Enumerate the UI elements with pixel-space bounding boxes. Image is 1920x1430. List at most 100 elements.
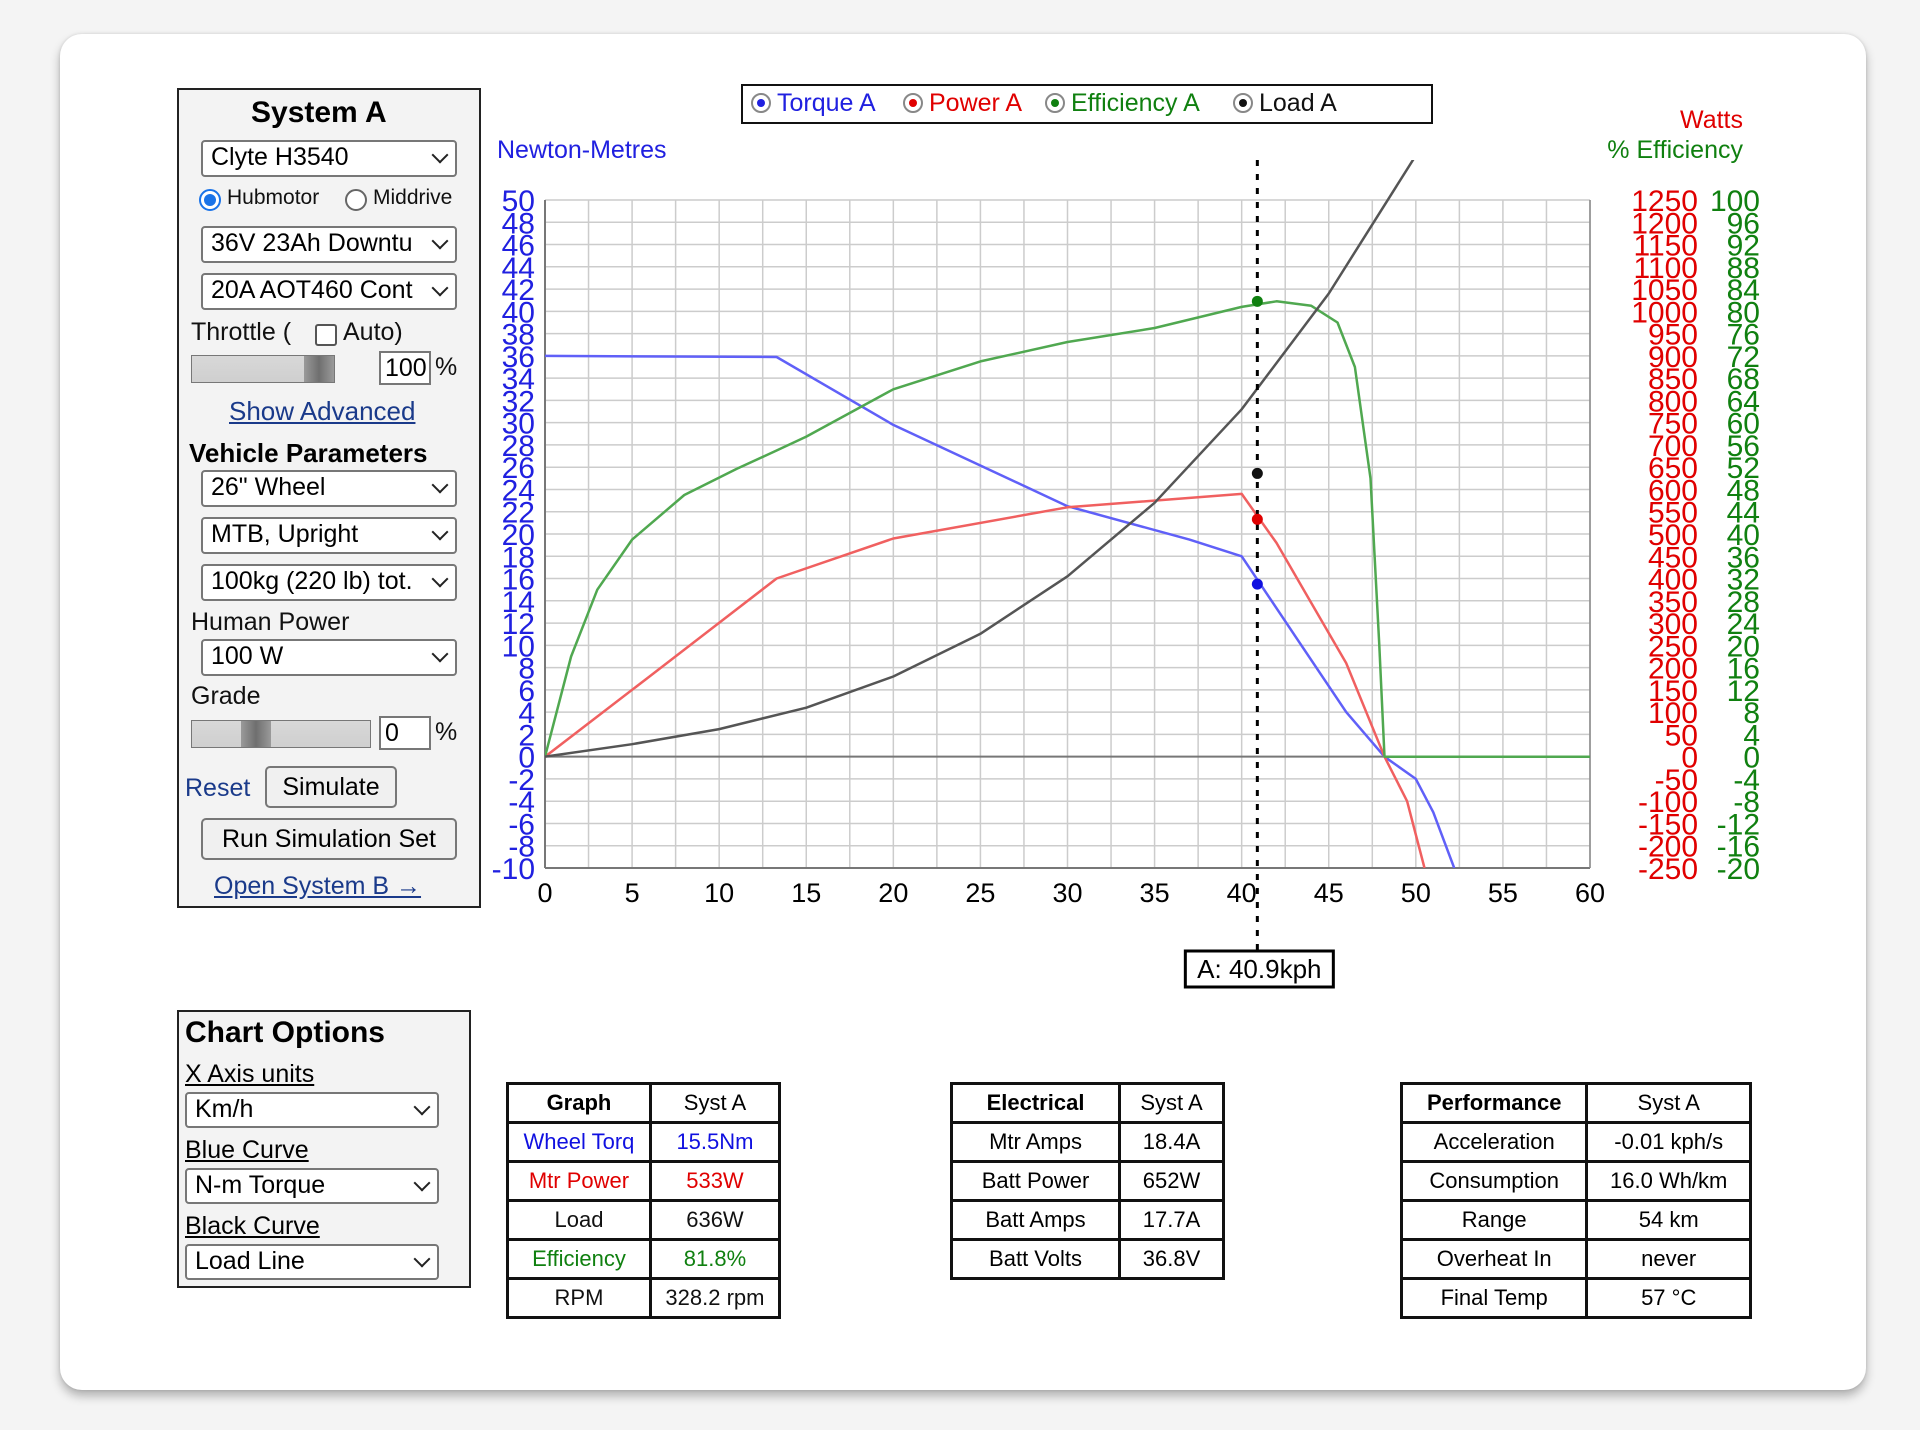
efficiency-tick-label: 0 xyxy=(1743,742,1760,775)
throttle-percent: % xyxy=(435,353,458,381)
weight-select[interactable]: 100kg (220 lb) tot. xyxy=(201,564,457,601)
riding-position-value: MTB, Upright xyxy=(211,520,359,548)
efficiency-curve xyxy=(545,300,1590,758)
table-cell-label: Batt Power xyxy=(949,1160,1122,1202)
watts-tick-label: -100 xyxy=(1638,786,1698,819)
open-system-b-link[interactable]: Open System B → xyxy=(214,872,422,900)
table-row: Acceleration -0.01 kph/s xyxy=(1399,1121,1752,1163)
motor-select[interactable]: Clyte H3540 xyxy=(201,140,457,177)
efficiency-tick-label: 88 xyxy=(1727,252,1760,285)
table-cell-label: Overheat In xyxy=(1399,1238,1589,1280)
table-cell-value: 81.8% xyxy=(648,1238,782,1280)
y-axis-left-label: Newton-Metres xyxy=(497,136,667,164)
black-curve-select[interactable]: Load Line xyxy=(185,1244,439,1280)
watts-tick-label: 1050 xyxy=(1631,274,1698,307)
cursor-marker xyxy=(1251,513,1263,525)
chart-legend: Torque A Power A Efficiency A Load A xyxy=(741,84,1433,124)
legend-item-torque[interactable]: Torque A xyxy=(751,89,876,118)
watts-tick-label: 850 xyxy=(1648,363,1698,396)
table-row: Batt Power 652W xyxy=(949,1160,1225,1202)
watts-tick-label: 250 xyxy=(1648,630,1698,663)
grade-input[interactable]: 0 xyxy=(379,716,431,750)
radio-dot-icon xyxy=(1233,93,1253,113)
table-header-row: Electrical Syst A xyxy=(949,1082,1225,1124)
middrive-radio[interactable] xyxy=(345,189,367,211)
y-tick-label: 30 xyxy=(502,408,535,441)
table-row: Final Temp 57 °C xyxy=(1399,1277,1752,1319)
table-cell-label: Efficiency xyxy=(506,1238,652,1280)
blue-curve-select[interactable]: N-m Torque xyxy=(185,1168,439,1204)
x-axis-units-select[interactable]: Km/h xyxy=(185,1092,439,1128)
chart-options-panel: Chart Options X Axis units Km/h Blue Cur… xyxy=(177,1010,471,1288)
y-tick-label: 2 xyxy=(518,719,535,752)
system-a-panel: System A Clyte H3540 Hubmotor Middrive 3… xyxy=(177,88,481,908)
y-tick-label: 26 xyxy=(502,452,535,485)
legend-item-load[interactable]: Load A xyxy=(1233,89,1337,118)
throttle-slider[interactable] xyxy=(191,355,335,383)
table-row: Efficiency 81.8% xyxy=(506,1238,782,1280)
reset-link[interactable]: Reset xyxy=(185,774,251,802)
hubmotor-label: Hubmotor xyxy=(227,186,320,209)
x-tick-label: 15 xyxy=(791,878,821,908)
efficiency-tick-label: 100 xyxy=(1710,185,1760,218)
chevron-down-icon xyxy=(413,1250,431,1268)
grade-slider[interactable] xyxy=(191,720,371,748)
watts-tick-label: 800 xyxy=(1648,385,1698,418)
performance-chart[interactable]: Newton-Metres Watts % Efficiency 0 5 10 15 2… xyxy=(0,0,1920,1000)
efficiency-tick-label: 84 xyxy=(1727,274,1760,307)
human-power-select[interactable]: 100 W xyxy=(201,639,457,676)
efficiency-tick-label: 32 xyxy=(1727,564,1760,597)
battery-select[interactable]: 36V 23Ah Downtu xyxy=(201,226,457,263)
efficiency-tick-label: 44 xyxy=(1727,497,1760,530)
legend-item-efficiency[interactable]: Efficiency A xyxy=(1045,89,1200,118)
table-row: Overheat In never xyxy=(1399,1238,1752,1280)
table-cell-value: 652W xyxy=(1118,1160,1225,1202)
y-tick-label: -4 xyxy=(508,786,535,819)
x-tick-label: 0 xyxy=(537,878,552,908)
riding-position-select[interactable]: MTB, Upright xyxy=(201,517,457,554)
efficiency-tick-label: 76 xyxy=(1727,319,1760,352)
blue-curve-value: N-m Torque xyxy=(195,1171,326,1199)
table-cell-label: Batt Amps xyxy=(949,1199,1122,1241)
watts-tick-label: 1250 xyxy=(1631,185,1698,218)
efficiency-tick-label: 68 xyxy=(1727,363,1760,396)
efficiency-tick-label: 36 xyxy=(1727,541,1760,574)
y-tick-label: 48 xyxy=(502,207,535,240)
table-cell-value: 636W xyxy=(648,1199,782,1241)
power-curve xyxy=(545,492,1426,868)
x-tick-label: 45 xyxy=(1314,878,1344,908)
middrive-label: Middrive xyxy=(373,186,453,209)
blue-curve-label: Blue Curve xyxy=(185,1136,309,1164)
watts-tick-label: 1150 xyxy=(1633,230,1698,263)
legend-item-power[interactable]: Power A xyxy=(903,89,1022,118)
table-cell-value: -0.01 kph/s xyxy=(1585,1121,1752,1163)
throttle-input[interactable]: 100 xyxy=(379,351,431,385)
run-simulation-set-button[interactable]: Run Simulation Set xyxy=(201,818,457,860)
watts-tick-label: 600 xyxy=(1648,474,1698,507)
table-cell-value: never xyxy=(1585,1238,1752,1280)
table-row: Batt Volts 36.8V xyxy=(949,1238,1225,1280)
slider-thumb[interactable] xyxy=(240,721,271,747)
watts-tick-label: 550 xyxy=(1648,497,1698,530)
watts-tick-label: 500 xyxy=(1648,519,1698,552)
watts-tick-label: 200 xyxy=(1648,653,1698,686)
black-curve-label: Black Curve xyxy=(185,1212,320,1240)
wheel-select[interactable]: 26" Wheel xyxy=(201,470,457,507)
x-tick-label: 20 xyxy=(878,878,908,908)
slider-thumb[interactable] xyxy=(304,356,334,382)
torque-curve xyxy=(545,354,1456,868)
radio-dot-icon xyxy=(1045,93,1065,113)
efficiency-tick-label: -16 xyxy=(1717,831,1760,864)
simulate-button[interactable]: Simulate xyxy=(265,766,397,808)
table-cell-label: RPM xyxy=(506,1277,652,1319)
watts-tick-label: 0 xyxy=(1681,742,1698,775)
y-tick-label: 32 xyxy=(502,385,535,418)
x-tick-label: 5 xyxy=(625,878,640,908)
controller-select[interactable]: 20A AOT460 Cont xyxy=(201,273,457,310)
table-header: Syst A xyxy=(1118,1082,1225,1124)
watts-tick-label: -150 xyxy=(1638,808,1698,841)
hubmotor-radio[interactable] xyxy=(199,189,221,211)
efficiency-tick-label: 56 xyxy=(1727,430,1760,463)
show-advanced-link[interactable]: Show Advanced xyxy=(229,396,416,426)
auto-checkbox[interactable] xyxy=(315,324,337,346)
